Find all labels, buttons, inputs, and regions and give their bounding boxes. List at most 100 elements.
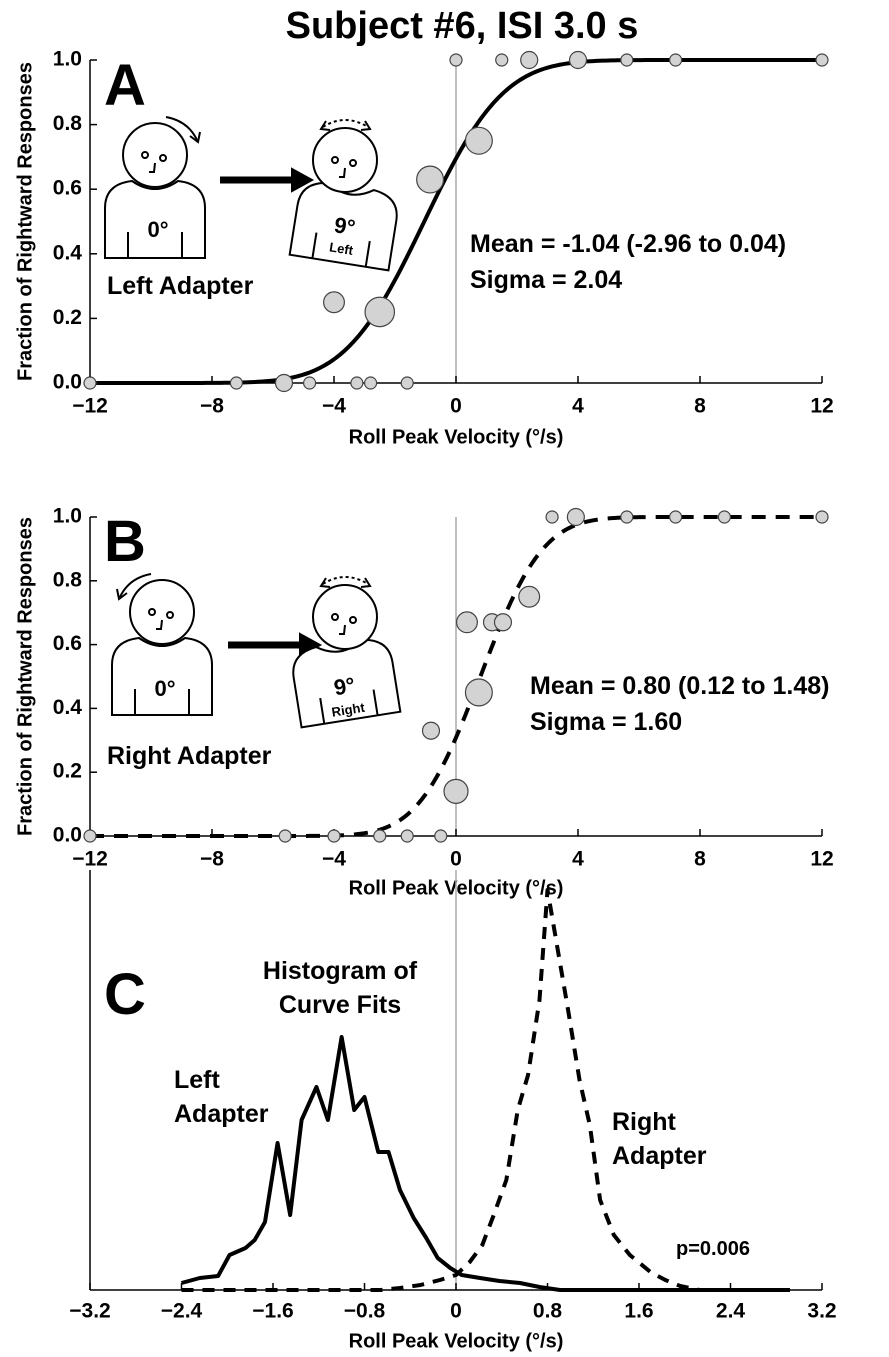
x-tick-label: 0.8: [533, 1300, 563, 1323]
data-point: [278, 829, 292, 843]
data-point: [327, 829, 341, 843]
fit-curve: [90, 58, 822, 385]
data-point: [545, 510, 559, 524]
annotation: Mean = 0.80 (0.12 to 1.48): [530, 672, 830, 700]
data-point: [421, 721, 441, 740]
illustration: [111, 573, 402, 729]
panel-title: Histogram of Curve Fits: [262, 957, 418, 1019]
data-point: [566, 507, 585, 527]
data-point: [495, 53, 509, 67]
x-tick-label: 0: [450, 395, 462, 418]
data-point: [568, 50, 588, 70]
data-point: [83, 376, 97, 390]
figure-title: Subject #6, ISI 3.0 s: [286, 5, 639, 47]
data-point: [400, 829, 414, 843]
x-tick-label: −8: [200, 848, 224, 871]
data-point: [400, 376, 414, 390]
data-point: [520, 50, 539, 70]
y-tick-label: 0.2: [53, 760, 82, 783]
illustration-label: Right Adapter: [107, 742, 272, 770]
data-point: [229, 376, 243, 390]
x-tick-label: 0: [450, 848, 462, 871]
data-point: [434, 829, 448, 843]
x-tick-label: 3.2: [807, 1300, 836, 1323]
direction: Right: [331, 700, 367, 720]
histogram-line: [181, 888, 786, 1292]
y-tick-label: 0.4: [53, 696, 83, 719]
data-point: [443, 778, 469, 804]
data-point: [464, 678, 493, 707]
y-tick-label: 1.0: [53, 48, 82, 71]
start-angle: 0°: [154, 676, 175, 701]
data-point: [668, 510, 683, 524]
y-tick-label: 0.8: [53, 568, 83, 591]
x-tick-label: −2.4: [161, 1300, 203, 1323]
series-label: Left Adapter: [174, 1066, 269, 1128]
y-tick-label: 0.0: [53, 371, 82, 394]
x-tick-label: −8: [200, 395, 224, 418]
data-point: [518, 585, 541, 608]
x-tick-label: 8: [694, 848, 706, 871]
data-point: [303, 376, 317, 390]
data-point: [83, 829, 97, 843]
histogram-line: [180, 1035, 790, 1292]
x-tick-label: −4: [322, 848, 346, 871]
y-tick-label: 0.2: [53, 306, 82, 329]
data-point: [620, 53, 634, 67]
annotation: Mean = -1.04 (-2.96 to 0.04): [470, 230, 787, 258]
x-tick-label: 1.6: [624, 1300, 653, 1323]
y-tick-label: 1.0: [53, 505, 82, 528]
x-tick-label: 4: [572, 395, 584, 418]
x-axis-label: Roll Peak Velocity (°/s): [349, 1330, 564, 1352]
data-point: [350, 376, 364, 390]
illustration-label: Left Adapter: [107, 272, 254, 300]
panel-letter: C: [104, 962, 146, 1027]
end-angle: 9°: [332, 672, 357, 700]
x-tick-label: −0.8: [344, 1300, 386, 1323]
data-point: [364, 376, 378, 390]
y-tick-label: 0.6: [53, 177, 82, 200]
data-point: [364, 296, 396, 328]
panel-letter: A: [104, 53, 146, 118]
data-point: [493, 613, 513, 632]
annotation: Sigma = 2.04: [470, 266, 623, 294]
y-axis-label: Fraction of Rightward Responses: [14, 62, 36, 381]
x-tick-label: 8: [694, 395, 706, 418]
series-label: Right Adapter: [612, 1108, 707, 1170]
data-point: [373, 829, 387, 843]
y-tick-label: 0.0: [53, 824, 82, 847]
x-tick-label: 12: [810, 395, 833, 418]
end-angle: 9°: [332, 212, 357, 240]
data-point: [815, 510, 829, 524]
x-axis-label: Roll Peak Velocity (°/s): [349, 426, 564, 448]
data-point: [815, 53, 829, 67]
x-tick-label: −12: [72, 848, 108, 871]
data-point: [323, 291, 345, 314]
x-tick-label: −3.2: [69, 1300, 110, 1323]
x-tick-label: 2.4: [716, 1300, 746, 1323]
y-axis-label: Fraction of Rightward Responses: [14, 517, 36, 836]
data-point: [620, 510, 634, 524]
start-angle: 0°: [147, 217, 168, 242]
data-point: [464, 126, 493, 155]
x-tick-label: −4: [322, 395, 346, 418]
data-point: [274, 373, 294, 393]
y-tick-label: 0.4: [53, 241, 83, 264]
x-tick-label: −1.6: [252, 1300, 293, 1323]
y-tick-label: 0.6: [53, 632, 82, 655]
data-point: [449, 53, 463, 67]
data-point: [416, 165, 445, 194]
annotation: Sigma = 1.60: [530, 708, 683, 736]
direction: Left: [328, 239, 355, 258]
data-point: [668, 53, 683, 67]
data-point: [717, 510, 732, 524]
x-tick-label: −12: [72, 395, 108, 418]
x-tick-label: 4: [572, 848, 584, 871]
x-tick-label: 0: [450, 1300, 462, 1323]
illustration: [104, 116, 398, 272]
panel-letter: B: [104, 509, 146, 574]
y-tick-label: 0.8: [53, 112, 83, 135]
fit-curve: [90, 515, 822, 838]
